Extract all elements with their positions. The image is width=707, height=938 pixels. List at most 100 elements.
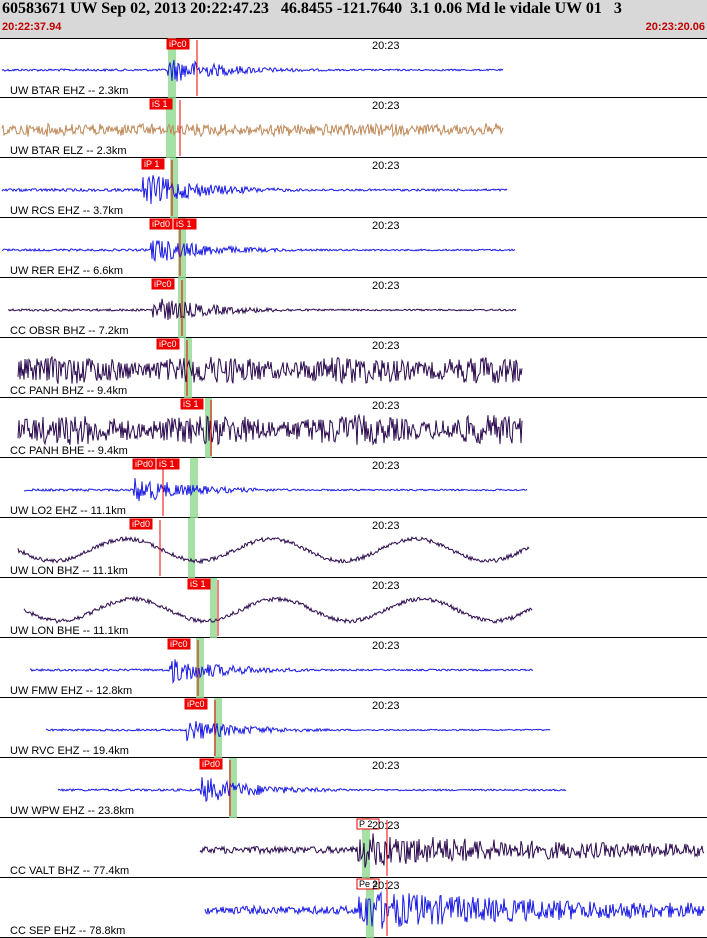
station-label: UW RCS EHZ -- 3.7km <box>10 205 123 217</box>
pick-label[interactable]: iPd0 <box>202 759 220 769</box>
pick-label[interactable]: iPd0 <box>152 219 170 229</box>
station-label: CC PANH BHZ -- 9.4km <box>10 385 127 397</box>
station-label: UW FMW EHZ -- 12.8km <box>10 685 132 697</box>
pick-label-box[interactable] <box>132 458 156 470</box>
pick-window <box>168 38 176 98</box>
pick-label-box[interactable] <box>173 218 197 230</box>
station-label: UW LO2 EHZ -- 11.1km <box>10 505 126 517</box>
waveform-trace <box>199 833 705 868</box>
time-mark: 20:23 <box>372 340 400 352</box>
pick-window <box>210 578 217 638</box>
time-mark: 20:23 <box>372 580 400 592</box>
pick-label[interactable]: P 2 <box>359 819 372 829</box>
time-mark: 20:23 <box>372 880 400 892</box>
trace-row[interactable]: Pe 220:23 CC SEP EHZ -- 78.8km <box>0 878 707 938</box>
trace-row[interactable]: iPc0 20:23 CC PANH BHZ -- 9.4km <box>0 338 707 398</box>
time-mark: 20:23 <box>372 400 400 412</box>
pick-label-box[interactable] <box>149 98 173 110</box>
time-mark: 20:23 <box>372 160 400 172</box>
station-label: CC VALT BHZ -- 77.4km <box>10 865 129 877</box>
time-mark: 20:23 <box>372 760 400 772</box>
pick-label[interactable]: iS 1 <box>152 99 168 109</box>
trace-row[interactable]: iPd0 20:23 UW WPW EHZ -- 23.8km <box>0 758 707 818</box>
pick-window <box>366 878 374 938</box>
station-label: CC OBSR BHZ -- 7.2km <box>10 325 129 337</box>
pick-label[interactable]: iPd0 <box>135 459 153 469</box>
pick-label[interactable]: iPc0 <box>187 699 205 709</box>
station-label: UW LON BHE -- 11.1km <box>10 625 128 637</box>
trace-row[interactable]: iPd0 20:23 UW LON BHZ -- 11.1km <box>0 518 707 578</box>
pick-label-box[interactable] <box>356 878 380 890</box>
seismogram-panel[interactable]: iPc0 20:23 UW BTAR EHZ -- 2.3km iS 1 20:23 UW… <box>0 38 707 938</box>
station-label: UW BTAR ELZ -- 2.3km <box>10 145 127 157</box>
pick-label[interactable]: iPc0 <box>170 639 188 649</box>
pick-label-box[interactable] <box>180 398 204 410</box>
pick-label-box[interactable] <box>129 518 153 530</box>
waveform-trace <box>29 659 534 685</box>
station-label: UW LON BHZ -- 11.1km <box>10 565 128 577</box>
event-title: 60583671 UW Sep 02, 2013 20:22:47.23 46.… <box>2 0 622 17</box>
station-label: CC PANH BHE -- 9.4km <box>10 445 128 457</box>
pick-label-box[interactable] <box>156 458 180 470</box>
pick-label[interactable]: iPc0 <box>154 279 172 289</box>
station-label: UW BTAR EHZ -- 2.3km <box>10 85 128 97</box>
time-mark: 20:23 <box>372 280 400 292</box>
waveform-trace <box>23 595 533 625</box>
time-mark: 20:23 <box>372 520 400 532</box>
pick-label-box[interactable] <box>356 818 380 830</box>
time-end: 20:23:20.06 <box>645 21 705 33</box>
time-mark: 20:23 <box>372 100 400 112</box>
pick-label-box[interactable] <box>166 38 190 50</box>
time-mark: 20:23 <box>372 640 400 652</box>
pick-window <box>229 758 237 818</box>
pick-label-box[interactable] <box>151 278 175 290</box>
time-start: 20:22:37.94 <box>2 21 62 33</box>
time-mark: 20:23 <box>372 220 400 232</box>
pick-window <box>190 458 198 518</box>
pick-label[interactable]: iS 1 <box>183 399 199 409</box>
trace-row[interactable]: P 2 20:23 CC VALT BHZ -- 77.4km <box>0 818 707 878</box>
pick-label-box[interactable] <box>167 638 191 650</box>
pick-window <box>188 518 195 578</box>
trace-row[interactable]: iPc0 20:23 UW BTAR EHZ -- 2.3km <box>0 38 707 98</box>
trace-row[interactable]: iPc0 20:23 UW FMW EHZ -- 12.8km <box>0 638 707 698</box>
pick-label-box[interactable] <box>149 218 173 230</box>
waveform-trace <box>45 720 551 742</box>
pick-label[interactable]: iP 1 <box>144 159 159 169</box>
pick-label[interactable]: iS 1 <box>176 219 192 229</box>
station-label: UW RER EHZ -- 6.6km <box>10 265 123 277</box>
trace-row[interactable]: iPc0 20:23 UW RVC EHZ -- 19.4km <box>0 698 707 758</box>
trace-row[interactable]: iS 1 20:23 UW LON BHE -- 11.1km <box>0 578 707 638</box>
waveform-trace <box>17 355 523 385</box>
pick-label-box[interactable] <box>156 338 180 350</box>
pick-label[interactable]: Pe 2 <box>359 879 378 889</box>
pick-label[interactable]: iS 1 <box>159 459 175 469</box>
pick-label-box[interactable] <box>141 158 165 170</box>
pick-window <box>170 158 178 218</box>
trace-row[interactable]: iP 1 20:23 UW RCS EHZ -- 3.7km <box>0 158 707 218</box>
pick-label-box[interactable] <box>184 698 208 710</box>
waveform-trace <box>1 59 504 82</box>
pick-window <box>196 638 204 698</box>
pick-label[interactable]: iS 1 <box>190 579 206 589</box>
trace-row[interactable]: iS 1 20:23 UW BTAR ELZ -- 2.3km <box>0 98 707 158</box>
waveform-trace <box>57 777 567 803</box>
time-mark: 20:23 <box>372 820 400 832</box>
waveform-trace <box>204 891 705 929</box>
waveform-trace <box>23 478 528 502</box>
trace-row[interactable]: iPc0 20:23 CC OBSR BHZ -- 7.2km <box>0 278 707 338</box>
time-mark: 20:23 <box>372 460 400 472</box>
pick-window <box>178 218 186 278</box>
trace-row[interactable]: iS 1 20:23 CC PANH BHE -- 9.4km <box>0 398 707 458</box>
pick-label[interactable]: iPc0 <box>169 39 187 49</box>
pick-label-box[interactable] <box>187 578 211 590</box>
waveform-trace <box>1 240 516 263</box>
trace-row[interactable]: iPd0 iS 1 20:23 UW RER EHZ -- 6.6km <box>0 218 707 278</box>
time-mark: 20:23 <box>372 40 400 52</box>
pick-label[interactable]: iPc0 <box>159 339 177 349</box>
pick-label-box[interactable] <box>199 758 223 770</box>
trace-row[interactable]: iPd0 iS 1 20:23 UW LO2 EHZ -- 11.1km <box>0 458 707 518</box>
pick-label[interactable]: iPd0 <box>132 519 150 529</box>
header-bar: 60583671 UW Sep 02, 2013 20:22:47.23 46.… <box>0 0 707 39</box>
waveform-trace <box>17 413 523 446</box>
